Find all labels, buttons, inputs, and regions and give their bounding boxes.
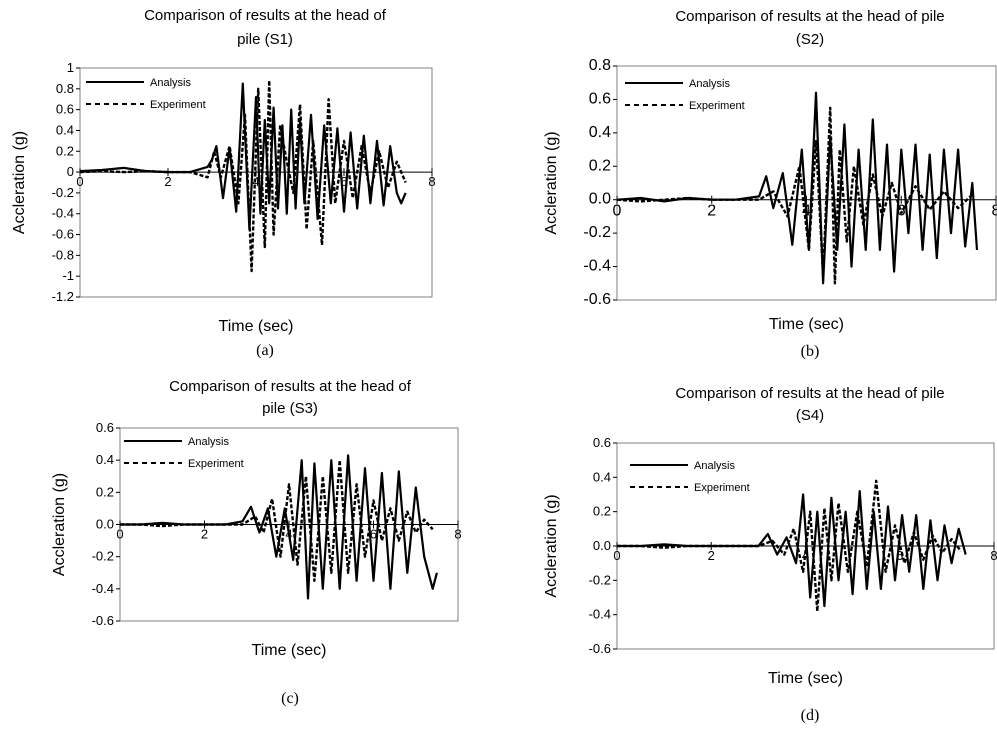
y-tick-label: 0.2 bbox=[593, 504, 611, 519]
chart-4: Comparison of results at the head of pil… bbox=[543, 385, 997, 724]
x-tick-label: 2 bbox=[164, 174, 171, 189]
x-tick-label: 8 bbox=[990, 548, 997, 563]
chart-title-line: (S2) bbox=[796, 31, 824, 48]
chart-title-line: Comparison of results at the head of bbox=[169, 378, 412, 395]
series-experiment-line bbox=[120, 459, 434, 582]
y-tick-label: -0.6 bbox=[589, 641, 611, 656]
x-axis-label: Time (sec) bbox=[769, 316, 844, 333]
legend-experiment-label: Experiment bbox=[188, 458, 244, 470]
chart-title-line: pile (S1) bbox=[237, 31, 293, 48]
y-axis-label: Accleration (g) bbox=[543, 131, 560, 234]
chart-title-line: Comparison of results at the head of pil… bbox=[675, 8, 944, 25]
chart-2: Comparison of results at the head of pil… bbox=[543, 8, 997, 360]
chart-1: Comparison of results at the head of pile… bbox=[11, 7, 436, 359]
subfigure-caption: (b) bbox=[801, 343, 820, 360]
chart-title-line: (S4) bbox=[796, 407, 824, 424]
y-tick-label: -0.6 bbox=[583, 291, 611, 308]
y-tick-label: 0.0 bbox=[589, 191, 611, 208]
y-tick-label: 0.0 bbox=[96, 517, 114, 532]
y-tick-label: 0.8 bbox=[589, 57, 611, 74]
x-tick-label: 2 bbox=[708, 548, 715, 563]
y-tick-label: -0.6 bbox=[92, 613, 114, 628]
legend-analysis-label: Analysis bbox=[150, 77, 191, 89]
y-tick-label: 0 bbox=[67, 164, 74, 179]
y-tick-label: 0.2 bbox=[96, 484, 114, 499]
y-tick-label: -0.8 bbox=[52, 247, 74, 262]
legend-experiment-label: Experiment bbox=[694, 482, 750, 494]
y-axis-label: Accleration (g) bbox=[51, 473, 68, 576]
x-tick-label: 6 bbox=[370, 527, 377, 542]
y-tick-label: 0.2 bbox=[589, 157, 611, 174]
y-tick-label: -0.2 bbox=[52, 185, 74, 200]
legend-analysis-label: Analysis bbox=[694, 460, 735, 472]
x-tick-label: 2 bbox=[201, 527, 208, 542]
chart-title-line: Comparison of results at the head of bbox=[144, 7, 387, 24]
y-tick-label: 0.4 bbox=[589, 124, 611, 141]
x-tick-label: 4 bbox=[802, 548, 809, 563]
x-tick-label: 6 bbox=[896, 548, 903, 563]
legend-analysis-label: Analysis bbox=[188, 436, 229, 448]
x-tick-label: 2 bbox=[707, 203, 716, 220]
x-tick-label: 0 bbox=[116, 527, 123, 542]
x-tick-label: 0 bbox=[613, 203, 622, 220]
y-axis-label: Accleration (g) bbox=[11, 131, 28, 234]
y-tick-label: -0.4 bbox=[589, 607, 611, 622]
legend-experiment-label: Experiment bbox=[689, 100, 745, 112]
y-tick-label: 1 bbox=[67, 60, 74, 75]
x-tick-label: 0 bbox=[76, 174, 83, 189]
y-tick-label: 0.6 bbox=[593, 435, 611, 450]
y-tick-label: -1 bbox=[62, 268, 74, 283]
y-tick-label: 0.8 bbox=[56, 81, 74, 96]
x-tick-label: 6 bbox=[340, 174, 347, 189]
legend-analysis-label: Analysis bbox=[689, 78, 730, 90]
x-tick-label: 8 bbox=[454, 527, 461, 542]
y-tick-label: -0.2 bbox=[583, 224, 611, 241]
y-tick-label: 0.4 bbox=[96, 452, 114, 467]
subfigure-caption: (d) bbox=[801, 707, 820, 724]
subfigure-caption: (a) bbox=[256, 342, 274, 359]
y-tick-label: -0.4 bbox=[52, 206, 74, 221]
y-tick-label: -0.2 bbox=[92, 549, 114, 564]
x-axis-label: Time (sec) bbox=[252, 642, 327, 659]
y-tick-label: -0.4 bbox=[92, 581, 114, 596]
y-tick-label: 0.4 bbox=[593, 469, 611, 484]
x-axis-label: Time (sec) bbox=[768, 670, 843, 687]
y-tick-label: 0.4 bbox=[56, 122, 74, 137]
y-axis-label: Accleration (g) bbox=[543, 494, 560, 597]
legend-experiment-label: Experiment bbox=[150, 99, 206, 111]
series-experiment-line bbox=[80, 79, 407, 273]
y-tick-label: 0.6 bbox=[96, 420, 114, 435]
x-tick-label: 8 bbox=[992, 203, 997, 220]
series-analysis-line bbox=[617, 91, 979, 285]
y-tick-label: 0.6 bbox=[56, 102, 74, 117]
x-tick-label: 8 bbox=[428, 174, 435, 189]
y-tick-label: -0.2 bbox=[589, 572, 611, 587]
y-tick-label: 0.2 bbox=[56, 143, 74, 158]
x-tick-label: 0 bbox=[613, 548, 620, 563]
y-tick-label: 0.6 bbox=[589, 90, 611, 107]
subfigure-caption: (c) bbox=[281, 690, 299, 707]
y-tick-label: -0.4 bbox=[583, 258, 611, 275]
series-experiment-line bbox=[617, 479, 962, 613]
chart-3: Comparison of results at the head of pile… bbox=[51, 378, 462, 707]
y-tick-label: 0.0 bbox=[593, 538, 611, 553]
y-tick-label: -0.6 bbox=[52, 227, 74, 242]
chart-title-line: Comparison of results at the head of pil… bbox=[675, 385, 944, 402]
x-axis-label: Time (sec) bbox=[219, 318, 294, 335]
chart-title-line: pile (S3) bbox=[262, 400, 318, 417]
y-tick-label: -1.2 bbox=[52, 289, 74, 304]
plot-area bbox=[616, 65, 997, 301]
